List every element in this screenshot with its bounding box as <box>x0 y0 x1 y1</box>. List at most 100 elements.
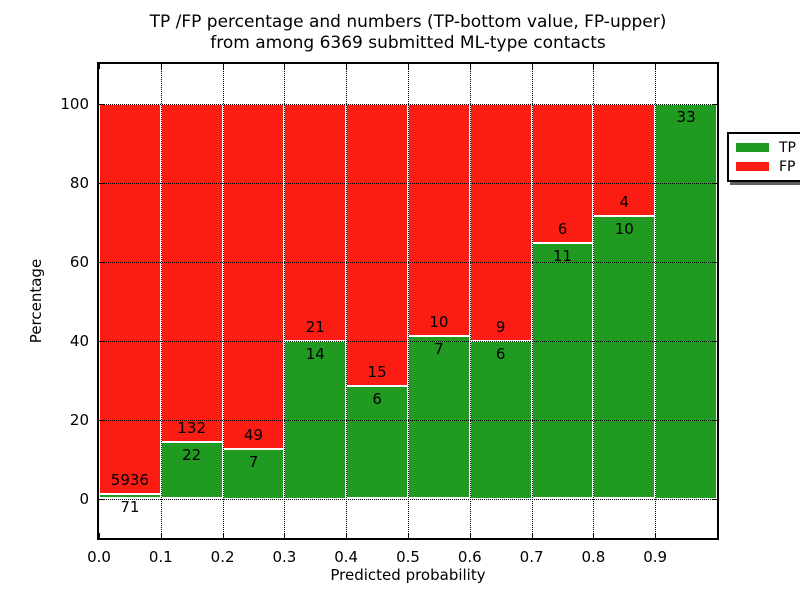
bar-segment-fp <box>284 103 347 341</box>
x-tick-mark <box>593 533 595 538</box>
y-tick-label: 0 <box>79 489 89 508</box>
fp-count-label: 132 <box>177 419 207 438</box>
x-axis-label: Predicted probability <box>330 566 486 584</box>
y-tick-mark <box>712 182 717 184</box>
x-tick-mark <box>284 64 286 69</box>
legend-swatch-tp <box>736 143 769 152</box>
y-tick-label: 60 <box>69 252 89 271</box>
x-tick-mark <box>222 533 224 538</box>
chart-title: TP /FP percentage and numbers (TP-bottom… <box>97 12 719 54</box>
tp-count-label: 14 <box>305 344 325 363</box>
x-tick-label: 0.2 <box>210 548 235 566</box>
bar-segment-fp <box>593 103 656 217</box>
x-tick-mark <box>99 64 100 69</box>
y-tick-mark <box>99 498 104 500</box>
x-tick-mark <box>469 64 471 69</box>
y-tick-mark <box>712 340 717 342</box>
tp-count-label: 22 <box>182 446 202 465</box>
bar-segment-fp <box>222 103 285 450</box>
x-tick-mark <box>346 64 348 69</box>
y-tick-mark <box>712 261 717 263</box>
y-tick-mark <box>99 340 104 342</box>
x-tick-mark <box>346 533 348 538</box>
gridline-vertical <box>655 64 657 538</box>
x-tick-mark <box>593 64 595 69</box>
bar-segment-fp <box>469 103 532 341</box>
bar-segment-tp <box>160 442 223 499</box>
legend-entry-fp: FP <box>736 157 796 176</box>
bar-segment-tp <box>531 242 594 499</box>
fp-count-label: 15 <box>367 362 387 381</box>
y-tick-mark <box>99 182 104 184</box>
fp-count-label: 6 <box>557 219 568 238</box>
bar-segment-tp <box>655 103 717 499</box>
gridline-vertical <box>408 64 409 538</box>
gridline-vertical <box>160 64 162 538</box>
y-tick-mark <box>712 419 717 421</box>
y-tick-mark <box>712 103 717 105</box>
x-tick-mark <box>222 64 224 69</box>
gridline-vertical <box>284 64 286 538</box>
x-tick-mark <box>408 533 409 538</box>
x-tick-mark <box>284 533 286 538</box>
chart-title-line2: from among 6369 submitted ML-type contac… <box>210 33 606 53</box>
legend-label-fp: FP <box>779 158 796 175</box>
bar-segment-fp <box>99 103 161 494</box>
plot-area: TP FP 5936 71 132 22 49 7 21 14 15 6 10 7 9 6 6 11 4 10 33 <box>97 62 800 540</box>
x-tick-label: 0.9 <box>643 548 668 566</box>
gridline-vertical <box>531 64 533 538</box>
chart-title-line1: TP /FP percentage and numbers (TP-bottom… <box>149 12 667 32</box>
legend-entry-tp: TP <box>736 138 796 157</box>
y-tick-label: 20 <box>69 410 89 429</box>
y-tick-mark <box>99 261 104 263</box>
x-tick-label: 0.0 <box>87 548 111 566</box>
x-tick-label: 0.3 <box>272 548 297 566</box>
x-tick-label: 0.6 <box>457 548 482 566</box>
y-tick-label: 100 <box>60 94 89 113</box>
tp-count-label: 10 <box>614 220 634 239</box>
x-tick-mark <box>160 533 162 538</box>
tp-count-label: 33 <box>676 107 696 126</box>
bar-segment-tp <box>593 216 656 499</box>
fp-count-label: 5936 <box>110 470 149 489</box>
x-tick-label: 0.8 <box>581 548 606 566</box>
legend-label-tp: TP <box>779 139 796 156</box>
bar-segment-tp <box>346 385 408 499</box>
tp-count-label: 6 <box>495 344 506 363</box>
x-tick-label: 0.5 <box>396 548 420 566</box>
fp-count-label: 10 <box>429 312 449 331</box>
bar-segment-fp <box>160 103 223 443</box>
fp-count-label: 21 <box>305 317 325 336</box>
y-axis-label: Percentage <box>27 258 45 344</box>
x-tick-mark <box>408 64 409 69</box>
tp-count-label: 11 <box>552 246 573 265</box>
y-tick-mark <box>99 103 104 105</box>
tp-count-label: 6 <box>372 389 382 408</box>
legend: TP FP <box>727 132 800 182</box>
gridline-vertical <box>469 64 471 538</box>
fp-count-label: 49 <box>243 426 264 445</box>
tp-count-label: 71 <box>120 497 140 516</box>
fp-count-label: 9 <box>495 317 506 336</box>
y-tick-mark <box>712 498 717 500</box>
x-tick-mark <box>531 533 533 538</box>
x-tick-mark <box>469 533 471 538</box>
bar-segment-tp <box>99 493 161 499</box>
gridline-vertical <box>593 64 595 538</box>
fp-count-label: 4 <box>619 193 630 212</box>
bar-segment-fp <box>346 103 408 386</box>
x-tick-label: 0.1 <box>148 548 173 566</box>
gridline-vertical <box>222 64 224 538</box>
tp-count-label: 7 <box>434 339 444 358</box>
x-tick-mark <box>531 64 533 69</box>
y-tick-label: 40 <box>69 331 89 350</box>
bar-segment-tp <box>408 335 470 499</box>
y-tick-mark <box>99 419 104 421</box>
gridline-vertical <box>346 64 348 538</box>
x-tick-mark <box>655 533 657 538</box>
y-tick-label: 80 <box>69 173 89 192</box>
bar-segment-fp <box>531 103 594 243</box>
x-tick-mark <box>160 64 162 69</box>
tp-count-label: 7 <box>248 453 259 472</box>
bar-segment-fp <box>408 103 470 336</box>
